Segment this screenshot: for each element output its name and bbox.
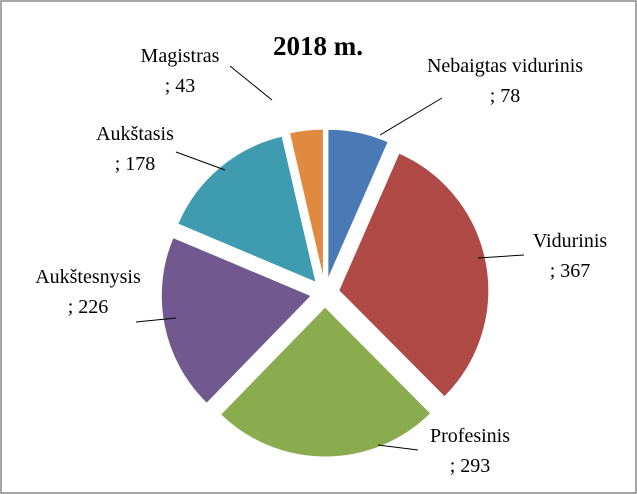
leader-line (229, 65, 273, 101)
data-label-separator: ; (550, 260, 556, 282)
data-label-separator: ; (115, 153, 121, 175)
pie-slice (327, 128, 389, 280)
data-label-number: 226 (78, 296, 108, 318)
data-label-number: 43 (175, 75, 195, 97)
data-label-value: ; 78 (490, 85, 521, 107)
data-label-separator: ; (490, 85, 496, 107)
data-label-name: Aukštasis (96, 123, 174, 145)
data-label-value: ; 293 (450, 455, 491, 477)
leader-line (377, 444, 419, 451)
leader-line (175, 151, 226, 171)
data-label-number: 293 (460, 455, 490, 477)
data-label-number: 367 (560, 260, 590, 282)
pie-slice (338, 152, 490, 398)
data-label-value: ; 178 (115, 153, 156, 175)
data-label-name: Vidurinis (533, 230, 608, 252)
chart-title: 2018 m. (273, 31, 363, 61)
data-label-number: 78 (500, 85, 520, 107)
pie-slice (288, 128, 324, 280)
data-label-number: 178 (125, 153, 155, 175)
pie-slice (160, 236, 313, 405)
leader-line (477, 254, 525, 259)
data-label-value: ; 367 (550, 260, 591, 282)
data-label-value: ; 226 (68, 296, 109, 318)
leader-line (135, 317, 177, 323)
data-label-name: Magistras (141, 45, 220, 67)
data-label-value: ; 43 (165, 75, 196, 97)
data-label-separator: ; (450, 455, 456, 477)
data-label-separator: ; (68, 296, 74, 318)
data-label-name: Profesinis (430, 425, 510, 447)
pie-slice (219, 306, 432, 458)
data-label-separator: ; (165, 75, 171, 97)
data-label-name: Nebaigtas vidurinis (427, 55, 583, 77)
data-label-name: Aukštesnysis (35, 266, 141, 288)
leader-line (379, 97, 443, 136)
